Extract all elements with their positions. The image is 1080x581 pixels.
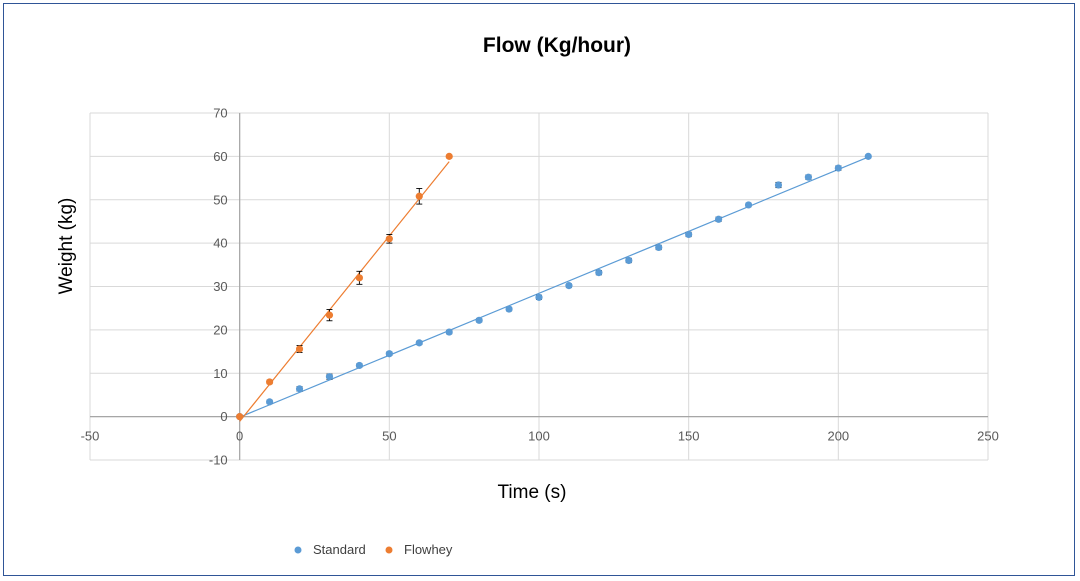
data-point-standard	[744, 201, 753, 209]
x-tick-label: 50	[382, 429, 396, 444]
data-point-standard	[565, 282, 573, 290]
data-point-flowhey	[355, 274, 363, 282]
data-point-standard	[715, 215, 723, 223]
data-point-standard	[445, 328, 453, 336]
y-tick-label: 0	[220, 409, 227, 424]
y-tick-label: 20	[213, 322, 227, 337]
data-point-flowhey	[325, 311, 334, 319]
legend-marker-standard	[294, 546, 302, 554]
data-point-flowhey	[266, 378, 274, 386]
data-point-flowhey	[415, 192, 423, 200]
data-point-standard	[864, 152, 872, 160]
x-tick-label: 100	[528, 429, 550, 444]
legend-label-standard: Standard	[313, 542, 366, 557]
data-point-standard	[415, 339, 423, 347]
trendline-flowhey	[239, 161, 450, 422]
data-point-standard	[325, 373, 334, 381]
data-point-flowhey	[385, 235, 393, 243]
data-point-flowhey	[295, 345, 304, 353]
y-tick-label: -10	[209, 453, 228, 468]
trendlines	[239, 156, 869, 422]
y-tick-label: 40	[213, 236, 227, 251]
data-point-standard	[266, 398, 274, 406]
data-point-standard	[505, 305, 513, 313]
y-tick-label: 60	[213, 149, 227, 164]
y-tick-label: 50	[213, 192, 227, 207]
x-tick-label: 150	[678, 429, 700, 444]
data-point-standard	[834, 164, 842, 172]
data-points	[236, 152, 872, 421]
legend-marker-flowhey	[385, 546, 393, 554]
legend: Standard Flowhey	[294, 542, 453, 557]
data-point-standard	[475, 316, 483, 324]
y-tick-label: 30	[213, 279, 227, 294]
data-point-standard	[774, 181, 783, 189]
x-tick-label: 250	[977, 429, 999, 444]
data-point-standard	[804, 173, 813, 181]
data-point-standard	[295, 385, 304, 393]
x-axis-title: Time (s)	[498, 482, 567, 503]
x-tick-label: 0	[236, 429, 243, 444]
data-point-standard	[535, 293, 543, 301]
x-tick-label: -50	[81, 429, 100, 444]
y-tick-label: 10	[213, 366, 227, 381]
y-axis-title: Weight (kg)	[56, 198, 77, 295]
legend-label-flowhey: Flowhey	[404, 542, 453, 557]
data-point-standard	[385, 350, 393, 358]
x-tick-label: 200	[827, 429, 849, 444]
data-point-standard	[355, 361, 363, 370]
data-point-standard	[685, 230, 693, 239]
tick-labels: -50 0 50 100 150 200 250 -10 0 10 20 30 40 50 60 70	[81, 106, 999, 468]
data-point-standard	[595, 269, 603, 277]
data-point-standard	[625, 256, 633, 265]
y-tick-label: 70	[213, 106, 227, 121]
data-point-flowhey	[236, 413, 244, 421]
data-point-standard	[655, 243, 663, 252]
trendline-standard	[239, 156, 869, 418]
chart-title: Flow (Kg/hour)	[483, 34, 631, 57]
data-point-flowhey	[445, 152, 453, 160]
